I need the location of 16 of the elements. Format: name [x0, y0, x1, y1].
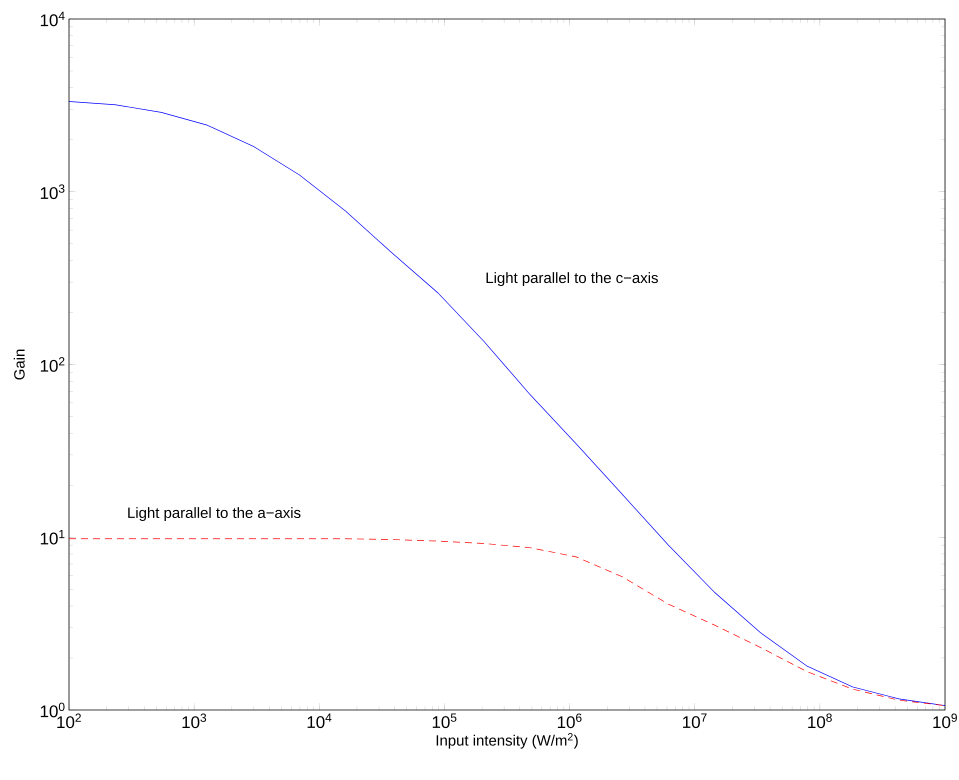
y-tick-label: 10$^{3}$: [40, 184, 64, 200]
y-tick-label: 10$^{2}$: [40, 357, 64, 372]
y-tick-label: 10$^{4}$: [40, 12, 65, 26]
x-tick-label: 10$^{6}$: [558, 714, 582, 728]
annotation: Light parallel to the a−axis: [128, 507, 300, 521]
x-tick-label: 10$^{8}$: [808, 714, 832, 728]
x-tick-label: 10$^{3}$: [182, 714, 206, 728]
x-axis-title: Input intensity (W/m$^{2}$): [436, 733, 578, 749]
line-series: [68, 101, 946, 706]
annotation: Light parallel to the c−axis: [486, 272, 658, 286]
y-tick-label: 10$^{1}$: [40, 530, 64, 545]
x-tick-label: 10$^{9}$: [933, 714, 957, 728]
x-tick-label: 10$^{4}$: [308, 714, 332, 728]
x-tick-label: 10$^{5}$: [432, 714, 456, 728]
y-axis-title: Gain: [14, 350, 25, 380]
x-tick-label: 10$^{7}$: [683, 714, 707, 728]
